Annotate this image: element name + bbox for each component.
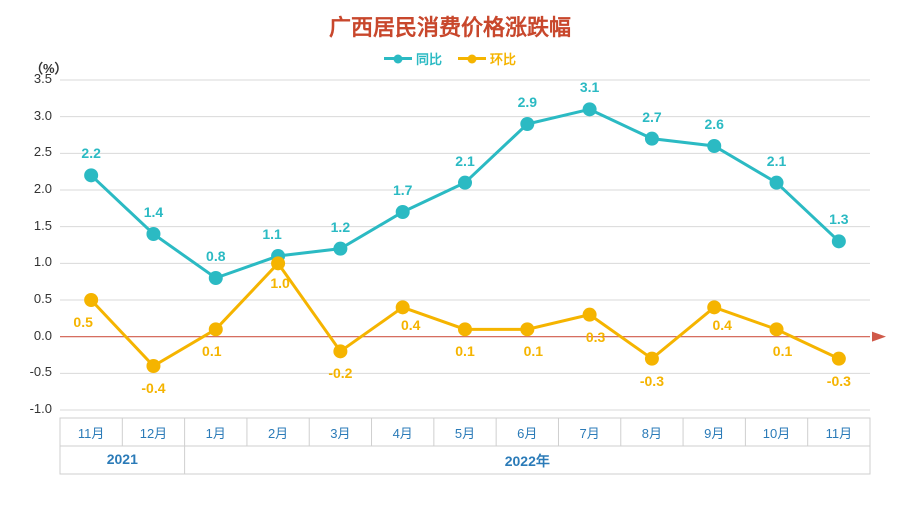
x-tick-label: 10月: [763, 423, 790, 442]
x-tick-label: 8月: [642, 423, 662, 442]
data-point: [583, 102, 597, 116]
x-tick-label: 11月: [78, 423, 105, 442]
x-tick-label: 3月: [330, 423, 350, 442]
y-tick-label: 1.5: [12, 218, 52, 233]
value-label: 2.7: [642, 109, 661, 125]
value-label: 0.1: [773, 343, 792, 359]
y-tick-label: 3.5: [12, 71, 52, 86]
data-point: [84, 293, 98, 307]
value-label: 2.9: [518, 94, 537, 110]
y-tick-label: -1.0: [12, 401, 52, 416]
value-label: 2.1: [455, 153, 474, 169]
data-point: [209, 322, 223, 336]
data-point: [396, 300, 410, 314]
value-label: 3.1: [580, 79, 599, 95]
series-line: [91, 109, 839, 278]
cpi-chart: 广西居民消费价格涨跌幅 同比环比 （%） -1.0-0.50.00.51.01.…: [0, 0, 900, 520]
x-tick-label: 12月: [140, 423, 167, 442]
value-label: 1.1: [262, 226, 281, 242]
y-tick-label: 3.0: [12, 108, 52, 123]
value-label: 0.5: [73, 314, 92, 330]
value-label: 1.3: [829, 211, 848, 227]
data-point: [645, 132, 659, 146]
year-group-label: 2021: [107, 451, 138, 467]
data-point: [146, 359, 160, 373]
data-point: [333, 242, 347, 256]
value-label: 2.2: [81, 145, 100, 161]
data-point: [832, 352, 846, 366]
data-point: [583, 308, 597, 322]
y-tick-label: -0.5: [12, 364, 52, 379]
x-tick-label: 11月: [826, 423, 853, 442]
x-tick-label: 2月: [268, 423, 288, 442]
data-point: [209, 271, 223, 285]
value-label: 1.4: [144, 204, 163, 220]
y-tick-label: 2.0: [12, 181, 52, 196]
value-label: -0.3: [640, 373, 664, 389]
data-point: [707, 139, 721, 153]
data-point: [271, 256, 285, 270]
y-tick-label: 2.5: [12, 144, 52, 159]
value-label: 1.0: [270, 275, 289, 291]
y-tick-label: 0.5: [12, 291, 52, 306]
data-point: [333, 344, 347, 358]
value-label: -0.2: [328, 365, 352, 381]
data-point: [645, 352, 659, 366]
value-label: 2.6: [704, 116, 723, 132]
value-label: -0.4: [141, 380, 165, 396]
y-tick-label: 0.0: [12, 328, 52, 343]
x-tick-label: 4月: [393, 423, 413, 442]
data-point: [396, 205, 410, 219]
data-point: [84, 168, 98, 182]
data-point: [458, 176, 472, 190]
value-label: 0.3: [586, 329, 605, 345]
data-point: [146, 227, 160, 241]
data-point: [770, 322, 784, 336]
value-label: 0.4: [401, 317, 420, 333]
value-label: 0.4: [712, 317, 731, 333]
value-label: 0.8: [206, 248, 225, 264]
plot-area: [0, 0, 900, 520]
value-label: 0.1: [455, 343, 474, 359]
data-point: [770, 176, 784, 190]
data-point: [707, 300, 721, 314]
x-tick-label: 5月: [455, 423, 475, 442]
value-label: 1.7: [393, 182, 412, 198]
data-point: [520, 322, 534, 336]
data-point: [832, 234, 846, 248]
x-tick-label: 7月: [579, 423, 599, 442]
value-label: -0.3: [827, 373, 851, 389]
y-tick-label: 1.0: [12, 254, 52, 269]
value-label: 1.2: [331, 219, 350, 235]
data-point: [520, 117, 534, 131]
value-label: 0.1: [524, 343, 543, 359]
x-tick-label: 6月: [517, 423, 537, 442]
year-group-label: 2022年: [505, 451, 550, 471]
x-tick-label: 9月: [704, 423, 724, 442]
x-tick-label: 1月: [206, 423, 226, 442]
value-label: 2.1: [767, 153, 786, 169]
value-label: 0.1: [202, 343, 221, 359]
data-point: [458, 322, 472, 336]
